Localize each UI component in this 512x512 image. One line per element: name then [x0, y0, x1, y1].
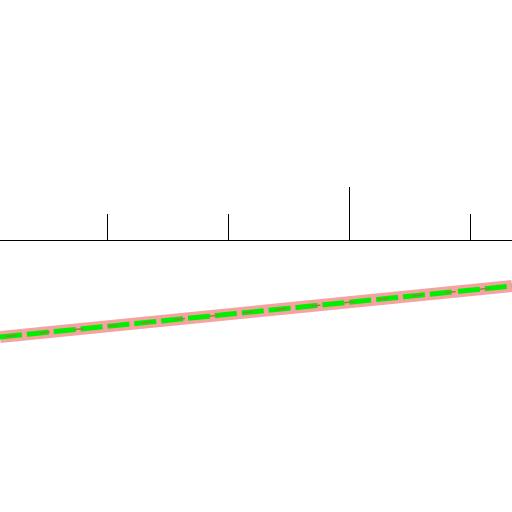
page: [0, 0, 512, 512]
canvas: [0, 0, 512, 512]
background: [0, 0, 512, 512]
